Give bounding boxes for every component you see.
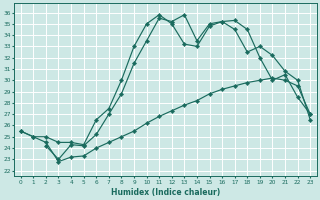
- X-axis label: Humidex (Indice chaleur): Humidex (Indice chaleur): [111, 188, 220, 197]
